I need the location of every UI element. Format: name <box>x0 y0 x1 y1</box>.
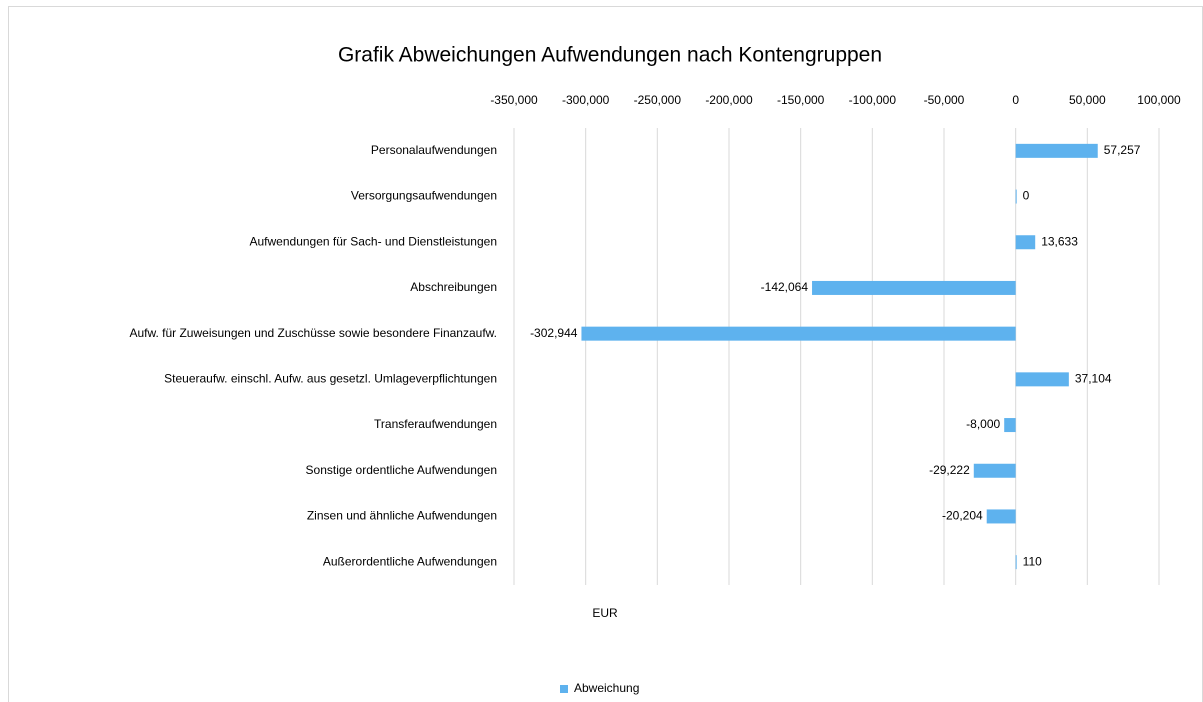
data-label: 0 <box>1023 189 1030 203</box>
x-tick-label: 100,000 <box>1137 93 1181 107</box>
bar <box>812 280 1016 295</box>
data-label: -8,000 <box>966 417 1000 431</box>
x-tick-label: -300,000 <box>562 93 610 107</box>
x-tick-label: -250,000 <box>634 93 682 107</box>
bar <box>973 463 1016 478</box>
data-label: -142,064 <box>761 280 809 294</box>
x-tick-label: -350,000 <box>490 93 538 107</box>
y-tick-label: Sonstige ordentliche Aufwendungen <box>306 463 497 477</box>
bar <box>1015 372 1069 387</box>
y-tick-label: Versorgungsaufwendungen <box>351 189 497 203</box>
bar <box>1015 143 1098 158</box>
chart-border <box>8 6 1203 702</box>
bar <box>1015 235 1036 250</box>
y-tick-label: Abschreibungen <box>410 280 497 294</box>
data-label: 13,633 <box>1041 234 1078 248</box>
y-tick-label: Steueraufw. einschl. Aufw. aus gesetzl. … <box>164 372 497 386</box>
axis-label: EUR <box>592 606 618 620</box>
legend-swatch <box>560 685 568 693</box>
chart-title: Grafik Abweichungen Aufwendungen nach Ko… <box>338 44 882 67</box>
data-label: 57,257 <box>1104 143 1141 157</box>
data-label: -302,944 <box>530 326 578 340</box>
x-tick-label: -200,000 <box>705 93 753 107</box>
bar <box>1004 418 1016 433</box>
x-tick-label: 50,000 <box>1069 93 1106 107</box>
data-label: -29,222 <box>929 463 970 477</box>
legend-label: Abweichung <box>574 681 639 695</box>
x-tick-label: 0 <box>1012 93 1019 107</box>
bar <box>986 509 1016 524</box>
data-label: 37,104 <box>1075 372 1112 386</box>
y-tick-label: Außerordentliche Aufwendungen <box>323 554 497 568</box>
data-label: 110 <box>1023 554 1042 568</box>
bar <box>581 326 1016 341</box>
x-tick-label: -150,000 <box>777 93 825 107</box>
bar <box>1015 189 1017 204</box>
y-tick-label: Zinsen und ähnliche Aufwendungen <box>307 509 497 523</box>
data-label: -20,204 <box>942 509 983 523</box>
y-tick-label: Aufw. für Zuweisungen und Zuschüsse sowi… <box>129 326 497 340</box>
x-tick-label: -100,000 <box>849 93 897 107</box>
y-tick-label: Personalaufwendungen <box>371 143 497 157</box>
y-tick-label: Aufwendungen für Sach- und Dienstleistun… <box>250 234 498 248</box>
y-tick-label: Transferaufwendungen <box>374 417 497 431</box>
bar <box>1015 555 1017 570</box>
x-tick-label: -50,000 <box>924 93 965 107</box>
